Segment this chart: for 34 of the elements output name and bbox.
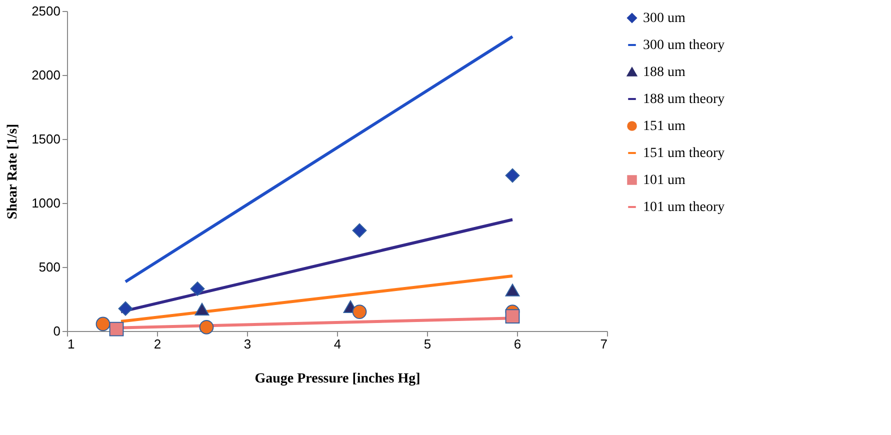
point <box>118 301 133 316</box>
y-tick-label: 500 <box>38 260 60 274</box>
y-tick-label: 1000 <box>32 196 60 210</box>
legend-label: 101 um theory <box>643 200 725 215</box>
legend-label: 151 um theory <box>643 146 725 161</box>
point <box>109 322 124 336</box>
legend-label: 151 um <box>643 119 686 134</box>
x-tick-label: 5 <box>424 336 432 352</box>
x-tick-label: 3 <box>244 336 252 352</box>
legend-label: 188 um theory <box>643 92 725 107</box>
point <box>505 168 520 183</box>
point <box>199 320 214 334</box>
y-tick-label: 2000 <box>32 68 60 82</box>
y-tick-label: 1500 <box>32 132 60 146</box>
x-tick-label: 2 <box>154 336 162 352</box>
y-axis-title: Shear Rate [1/s] <box>6 124 21 220</box>
point <box>505 284 520 296</box>
x-tick-label: 1 <box>68 336 75 352</box>
point <box>505 309 520 324</box>
legend-label: 188 um <box>643 65 686 80</box>
legend-label: 300 um theory <box>643 38 725 53</box>
x-tick-label: 4 <box>334 336 342 352</box>
y-tick-label: 2500 <box>32 4 60 18</box>
point <box>194 302 210 316</box>
point <box>352 304 367 319</box>
x-axis-title: Gauge Pressure [inches Hg] <box>254 372 420 386</box>
x-tick-label: 7 <box>600 336 608 352</box>
point <box>352 223 367 238</box>
point <box>96 316 110 332</box>
x-tick-label: 6 <box>514 336 522 352</box>
legend-label: 101 um <box>643 173 686 188</box>
legend-label: 300 um <box>643 11 686 26</box>
point <box>190 282 205 296</box>
y-tick-label: 0 <box>53 324 60 338</box>
